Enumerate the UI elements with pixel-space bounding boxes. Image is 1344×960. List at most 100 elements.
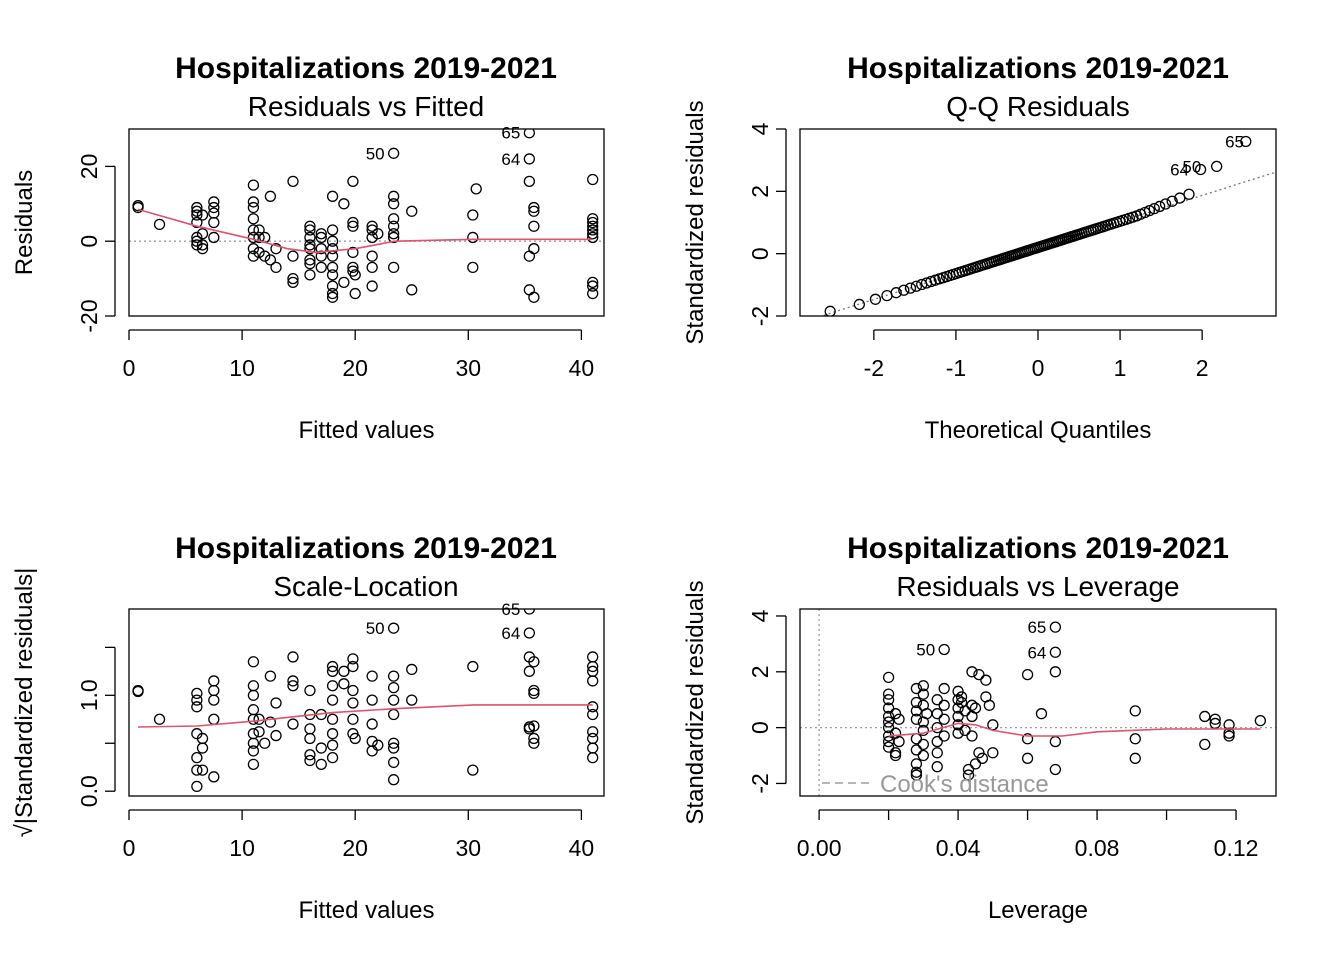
data-point	[304, 749, 316, 761]
data-point	[1254, 714, 1267, 727]
data-point	[882, 671, 895, 684]
data-point	[528, 684, 540, 697]
data-point	[208, 694, 220, 706]
data-point	[882, 716, 895, 728]
data-point	[1021, 752, 1034, 764]
data-point	[191, 701, 203, 713]
data-point	[315, 742, 327, 754]
data-point	[387, 774, 400, 786]
data-point	[1021, 668, 1034, 681]
data-point	[366, 231, 378, 244]
data-point	[387, 213, 400, 225]
data-point	[406, 284, 418, 296]
data-point	[304, 254, 316, 266]
point-label: 65	[1225, 132, 1244, 151]
data-point	[287, 276, 299, 288]
data-point	[349, 732, 361, 745]
point-label: 64	[501, 150, 520, 169]
chart-title: Hospitalizations 2019-2021	[175, 52, 557, 85]
data-point	[528, 243, 540, 255]
data-point	[917, 680, 929, 692]
data-point	[264, 254, 277, 266]
data-point	[326, 728, 339, 740]
data-point	[326, 269, 339, 281]
data-point	[387, 670, 400, 682]
chart-subtitle: Residuals vs Fitted	[248, 91, 485, 122]
x-tick-label: 20	[342, 835, 368, 861]
data-point	[523, 250, 536, 262]
data-point	[904, 282, 917, 294]
data-point	[587, 220, 599, 232]
data-point	[326, 250, 339, 262]
data-point	[528, 687, 540, 700]
data-point	[931, 761, 943, 773]
x-tick-label: 10	[229, 355, 255, 381]
data-point	[528, 720, 540, 732]
data-point	[287, 675, 299, 687]
data-point	[326, 224, 339, 236]
data-point	[387, 737, 400, 749]
data-point	[338, 276, 350, 288]
y-tick-label: 0	[747, 721, 773, 734]
data-point	[270, 697, 282, 709]
data-point	[247, 250, 260, 262]
data-point	[980, 674, 992, 686]
data-point	[1153, 200, 1166, 213]
data-point	[387, 622, 400, 634]
data-point	[304, 231, 316, 244]
data-point	[587, 224, 599, 236]
data-point	[467, 261, 479, 274]
data-point	[1159, 198, 1172, 210]
data-point	[952, 710, 964, 723]
data-point	[1199, 710, 1211, 723]
x-tick-label: 0	[1032, 355, 1045, 381]
data-point	[962, 763, 975, 776]
data-point	[247, 689, 260, 701]
data-point	[366, 261, 378, 274]
data-point	[869, 293, 882, 305]
data-point	[824, 305, 836, 316]
data-point	[952, 702, 964, 714]
data-point	[528, 220, 540, 232]
x-tick-label: 10	[229, 835, 255, 861]
data-point	[191, 216, 203, 229]
y-tick-label: 0	[747, 247, 773, 260]
data-point	[326, 680, 339, 692]
data-point	[191, 209, 203, 221]
data-point	[208, 713, 220, 725]
data-point	[247, 656, 260, 668]
data-point	[983, 699, 996, 711]
data-point	[132, 685, 144, 698]
data-point	[208, 216, 220, 229]
y-axis-label: Standardized residuals	[682, 580, 709, 824]
data-point	[387, 742, 400, 754]
point-label: 64	[1027, 643, 1046, 662]
data-point	[208, 675, 220, 687]
data-point	[315, 261, 327, 274]
plot-content	[800, 609, 1276, 796]
data-point	[326, 243, 339, 255]
data-point	[347, 713, 359, 725]
data-point	[259, 737, 271, 749]
data-point	[304, 754, 316, 767]
panel-1: Hospitalizations 2019-2021 Q-Q Residuals T…	[682, 52, 1277, 444]
data-point	[1035, 708, 1048, 720]
data-point	[966, 699, 978, 711]
data-point	[247, 213, 260, 225]
point-label: 50	[1182, 157, 1201, 176]
data-point	[1199, 738, 1211, 751]
data-point	[882, 710, 895, 723]
data-point	[910, 713, 923, 725]
x-tick-label: 0.12	[1214, 835, 1259, 861]
data-point	[247, 243, 260, 255]
data-point	[406, 205, 418, 217]
data-point	[191, 687, 203, 700]
x-tick-label: -2	[864, 355, 884, 381]
point-label: 65	[501, 124, 520, 143]
data-point	[247, 680, 260, 692]
data-point	[326, 261, 339, 274]
data-point	[931, 694, 943, 706]
data-point	[528, 201, 540, 214]
data-point	[347, 246, 359, 259]
data-point	[917, 688, 929, 700]
